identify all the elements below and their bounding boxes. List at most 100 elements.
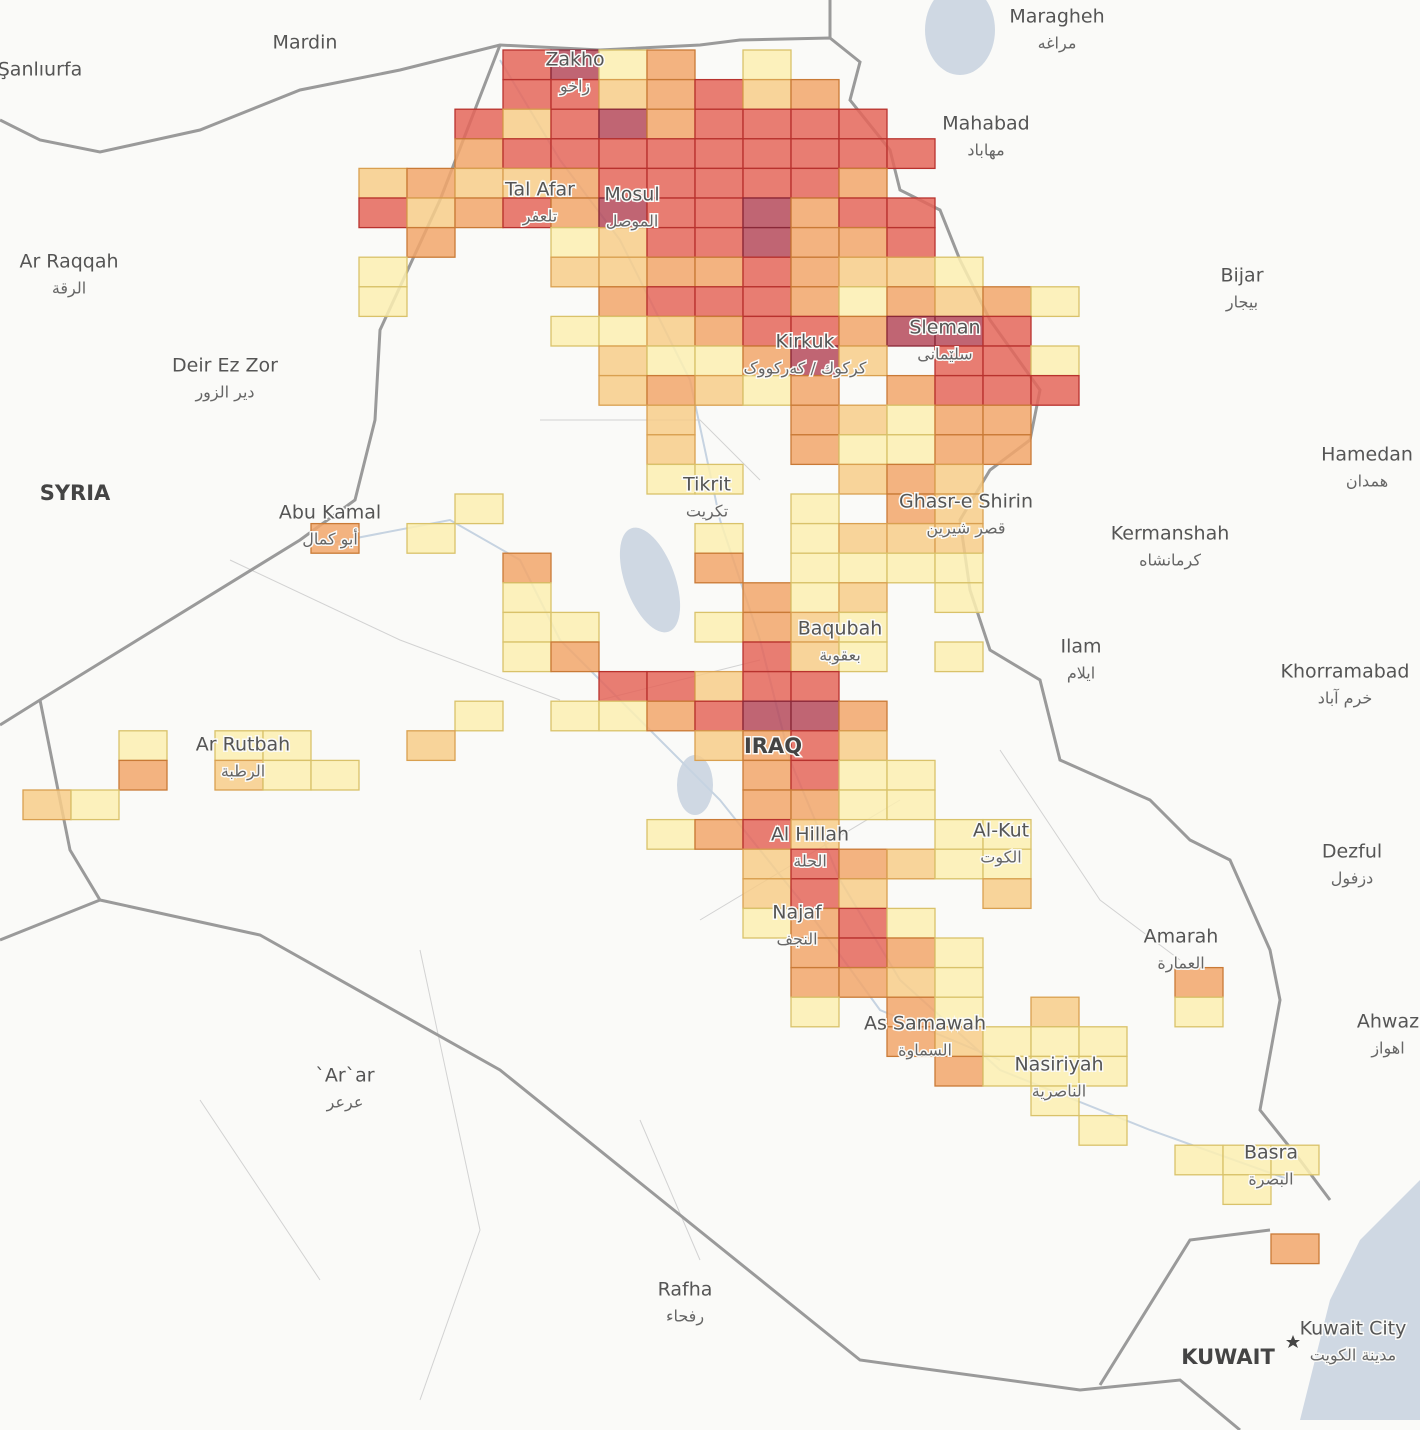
grid-cell [742, 907, 792, 939]
grid-cell [886, 907, 936, 939]
grid-cell [790, 167, 840, 199]
place-label: Mosul [604, 184, 659, 206]
grid-cell [358, 167, 408, 199]
place-label: Mahabad [942, 113, 1030, 135]
place-label: `Ar`ar [315, 1065, 374, 1087]
grid-cell [646, 108, 696, 140]
place-label: Maragheh [1009, 6, 1104, 28]
grid-cell [742, 789, 792, 821]
place-label-native: كركوك / کەرکووک [744, 359, 867, 379]
grid-cell [742, 611, 792, 643]
grid-cell [502, 49, 552, 81]
place-label: Kirkuk [775, 331, 834, 353]
grid-cell [502, 138, 552, 170]
place-label-native: أبو كمال [302, 529, 358, 550]
grid-cell [694, 345, 744, 377]
grid-cell [310, 522, 360, 554]
grid-cell [742, 78, 792, 110]
grid [22, 49, 1320, 1265]
grid-cell [598, 226, 648, 258]
grid-cell [790, 759, 840, 791]
grid-cell [1270, 1233, 1320, 1265]
grid-cell [982, 1055, 1032, 1087]
grid-cell [598, 670, 648, 702]
grid-cell [838, 789, 888, 821]
grid-cell [646, 463, 696, 495]
grid-cell [550, 611, 600, 643]
grid-cell [694, 463, 744, 495]
grid-cell [790, 78, 840, 110]
grid-cell [934, 818, 984, 850]
grid-cell [1174, 996, 1224, 1028]
place-label-native: الرقة [52, 279, 86, 299]
grid-cell [742, 700, 792, 732]
country-label: KUWAIT [1181, 1345, 1275, 1369]
grid-cell [406, 226, 456, 258]
grid-cell [646, 434, 696, 466]
country-label: SYRIA [40, 481, 111, 505]
capital-star [1286, 1335, 1300, 1348]
grid-cell [886, 404, 936, 436]
grid-cell [646, 315, 696, 347]
grid-cell [550, 315, 600, 347]
grid-cell [646, 818, 696, 850]
grid-cell [742, 286, 792, 318]
grid-cell [646, 670, 696, 702]
grid-cell [502, 552, 552, 584]
grid-cell [934, 1055, 984, 1087]
grid-cell [694, 522, 744, 554]
place-label-native: النجف [776, 930, 817, 949]
place-label: Ar Raqqah [19, 251, 118, 273]
place-label-native: الرطبة [221, 762, 265, 782]
place-label: Ahwaz [1357, 1011, 1419, 1033]
grid-cell [502, 611, 552, 643]
lake [925, 0, 995, 75]
grid-cell [406, 522, 456, 554]
grid-cell [934, 374, 984, 406]
grid-cell [838, 552, 888, 584]
country-border [0, 898, 101, 942]
grid-cell [838, 700, 888, 732]
grid-cell [742, 108, 792, 140]
grid-cell [550, 700, 600, 732]
place-label-native: بیجار [1225, 293, 1258, 313]
place-label: Tal Afar [504, 179, 575, 201]
grid-cell [886, 434, 936, 466]
grid-cell [1030, 1026, 1080, 1058]
grid-cell [598, 49, 648, 81]
grid-cell [790, 493, 840, 525]
place-label: Najaf [772, 902, 823, 924]
place-label-native: قصر شیرین [926, 519, 1005, 539]
grid-cell [502, 197, 552, 229]
place-label-native: الموصل [606, 212, 659, 232]
place-label-native: الكوت [980, 848, 1021, 868]
grid-cell [790, 286, 840, 318]
place-label: Sleman [909, 317, 980, 339]
grid-cell [1030, 374, 1080, 406]
place-label: Baqubah [798, 618, 883, 640]
grid-cell [1078, 1026, 1128, 1058]
grid-cell [358, 256, 408, 288]
place-label-native: اهواز [1370, 1039, 1404, 1059]
grid-cell [694, 78, 744, 110]
grid-cell [838, 463, 888, 495]
place-label-native: كرمانشاه [1139, 551, 1201, 571]
place-label: Rafha [658, 1279, 713, 1301]
grid-cell [838, 848, 888, 880]
country-border [1098, 1228, 1271, 1386]
grid-cell [838, 345, 888, 377]
grid-cell [838, 315, 888, 347]
grid-cell [22, 789, 72, 821]
grid-cell [358, 197, 408, 229]
grid-cell [694, 108, 744, 140]
grid-cell [886, 1026, 936, 1058]
grid-cell [838, 730, 888, 762]
grid-cell [646, 286, 696, 318]
grid-cell [502, 582, 552, 614]
grid-cell [934, 493, 984, 525]
grid-cell [838, 582, 888, 614]
grid-cell [550, 108, 600, 140]
grid-cell [454, 700, 504, 732]
grid-cell [550, 226, 600, 258]
